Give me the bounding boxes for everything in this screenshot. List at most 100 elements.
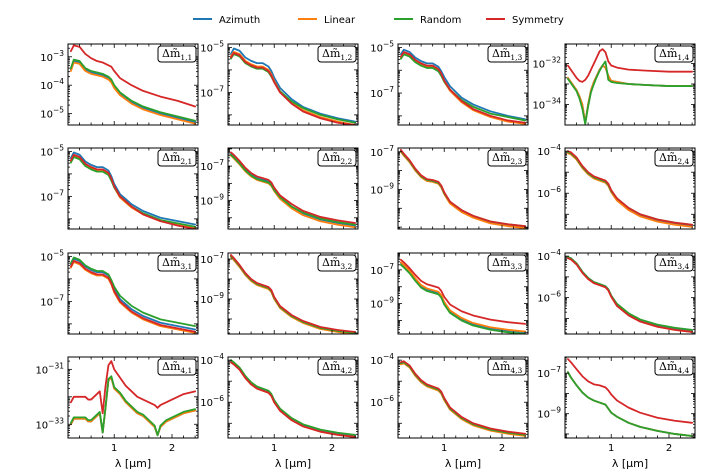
panel-frame	[67, 147, 199, 230]
y-tick-label: 10−5	[40, 248, 64, 263]
x-tick-label: 2	[666, 443, 672, 454]
panel-label-3-4: Δm̃3,4	[659, 256, 690, 271]
series-line-symmetry-panel-2-4	[566, 150, 694, 226]
series-line-linear-panel-1-1	[69, 61, 197, 125]
y-tick-label: 10−5	[40, 106, 64, 121]
y-tick-label: 10−7	[200, 84, 224, 99]
series-line-random-panel-1-1	[69, 58, 197, 122]
y-tick-label: 10−7	[200, 251, 224, 266]
y-tick-label: 10−9	[370, 296, 394, 311]
series-line-symmetry-panel-4-2	[229, 361, 357, 438]
panel-label-box	[157, 45, 197, 63]
panel-frame	[564, 43, 696, 126]
panel-label-box	[157, 254, 197, 272]
panel-3-3: 10−7 10−9 Δm̃3,3	[370, 252, 529, 335]
y-tick-label: 10−6	[200, 394, 224, 409]
legend-label-azimuth: Azimuth	[219, 15, 260, 26]
panel-label-4-2: Δm̃4,2	[322, 360, 353, 375]
series-line-random-panel-3-1	[69, 256, 197, 328]
series-line-symmetry-panel-4-4	[566, 358, 694, 424]
panel-4-4: 1 2 λ [μm] 10−7 10−9 Δm̃4,4	[537, 356, 696, 470]
series-line-random-panel-4-1	[69, 375, 197, 437]
y-tick-label: 10−6	[537, 185, 561, 200]
legend: Azimuth Linear Random Symmetry	[193, 15, 564, 26]
legend-entry-linear: Linear	[298, 15, 356, 26]
x-tick-label: 1	[111, 443, 117, 454]
y-tick-label: 10−32	[532, 55, 561, 70]
panel-frame	[397, 147, 529, 230]
y-tick-label: 10−3	[40, 49, 64, 64]
y-tick-label: 10−9	[537, 406, 561, 421]
panel-4-3: 1 2 λ [μm] 10−4 10−6 Δm̃4,3	[370, 352, 529, 470]
y-tick-label: 10−4	[537, 248, 561, 263]
y-tick-label: 10−7	[40, 293, 64, 308]
panel-frame	[227, 356, 359, 439]
y-tick-label: 10−6	[370, 394, 394, 409]
y-tick-label: 10−4	[537, 143, 561, 158]
panel-label-box	[317, 254, 357, 272]
series-line-symmetry-panel-3-4	[566, 257, 694, 333]
x-tick-label: 2	[499, 443, 505, 454]
legend-entry-random: Random	[394, 15, 461, 26]
series-line-random-panel-3-3	[399, 263, 527, 334]
series-line-random-panel-1-3	[399, 53, 527, 122]
series-line-symmetry-panel-2-3	[399, 148, 527, 228]
series-line-symmetry-panel-3-1	[69, 259, 197, 333]
panel-label-1-4: Δm̃1,4	[659, 47, 690, 62]
panel-label-box	[317, 358, 357, 376]
panel-4-2: 1 2 λ [μm] 10−4 10−6 Δm̃4,2	[200, 352, 359, 470]
x-axis-label: λ [μm]	[275, 457, 311, 470]
y-tick-label: 10−31	[35, 361, 64, 376]
panel-label-1-2: Δm̃1,2	[322, 47, 353, 62]
panel-frame	[564, 252, 696, 335]
panel-label-box	[317, 149, 357, 167]
legend-entry-azimuth: Azimuth	[193, 15, 260, 26]
panel-label-3-2: Δm̃3,2	[322, 256, 353, 271]
panel-3-1: 10−5 10−7 Δm̃3,1	[40, 248, 199, 335]
panel-label-box	[654, 254, 694, 272]
y-tick-label: 10−5	[40, 143, 64, 158]
panel-label-box	[654, 45, 694, 63]
series-line-random-panel-4-4	[566, 371, 694, 437]
panel-label-box	[487, 45, 527, 63]
legend-entry-symmetry: Symmetry	[486, 15, 564, 26]
panel-label-box	[654, 358, 694, 376]
y-tick-label: 10−5	[200, 39, 224, 54]
y-tick-label: 10−7	[40, 188, 64, 203]
legend-label-random: Random	[420, 15, 461, 26]
x-axis-label: λ [μm]	[445, 457, 481, 470]
panel-label-4-4: Δm̃4,4	[659, 360, 690, 375]
panel-1-1: 10−3 10−4 10−5 Δm̃1,1	[40, 43, 199, 126]
y-tick-label: 10−34	[532, 96, 561, 111]
series-line-symmetry-panel-4-3	[399, 360, 527, 435]
series-line-symmetry-panel-1-2	[229, 52, 357, 125]
panel-3-4: 10−4 10−6 Δm̃3,4	[537, 248, 696, 335]
y-tick-label: 10−6	[537, 290, 561, 305]
panel-2-4: 10−4 10−6 Δm̃2,4	[537, 143, 696, 230]
series-line-random-panel-1-4	[566, 60, 694, 125]
panel-label-box	[487, 149, 527, 167]
panel-frame	[67, 43, 199, 126]
y-tick-label: 10−4	[370, 352, 394, 367]
series-line-symmetry-panel-2-1	[69, 153, 197, 229]
panel-label-1-1: Δm̃1,1	[162, 47, 192, 62]
panel-3-2: 10−7 10−9 Δm̃3,2	[200, 251, 359, 335]
panel-label-box	[157, 149, 197, 167]
x-tick-label: 1	[271, 443, 277, 454]
series-line-symmetry-panel-4-1	[69, 360, 197, 415]
panel-label-2-2: Δm̃2,2	[322, 151, 353, 166]
panel-label-3-1: Δm̃3,1	[162, 256, 192, 271]
series-line-symmetry-panel-2-2	[229, 151, 357, 224]
y-tick-label: 10−5	[370, 39, 394, 54]
series-line-azimuth-panel-2-1	[69, 151, 197, 226]
series-line-random-panel-4-2	[229, 359, 357, 436]
panel-label-box	[487, 358, 527, 376]
x-axis-label: λ [μm]	[115, 457, 151, 470]
panel-frame	[564, 147, 696, 230]
y-tick-label: 10−33	[35, 416, 64, 431]
panel-frame	[397, 43, 529, 126]
y-tick-label: 10−9	[200, 291, 224, 306]
y-tick-label: 10−7	[370, 262, 394, 277]
series-line-symmetry-panel-1-3	[399, 51, 527, 124]
